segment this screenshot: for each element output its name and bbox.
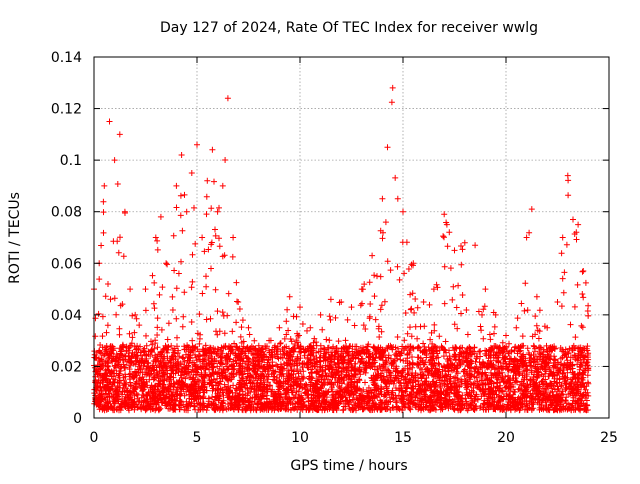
chart-title: Day 127 of 2024, Rate Of TEC Index for r… xyxy=(160,20,538,36)
y-tick-label: 0.08 xyxy=(51,205,82,221)
x-tick-label: 5 xyxy=(193,430,202,446)
x-tick-label: 15 xyxy=(394,430,412,446)
y-tick-label: 0.04 xyxy=(51,308,82,324)
x-tick-label: 20 xyxy=(497,430,515,446)
x-tick-label: 10 xyxy=(291,430,309,446)
x-tick-label: 25 xyxy=(600,430,618,446)
y-axis-label: ROTI / TECUs xyxy=(7,192,23,284)
grid xyxy=(94,57,609,418)
data-points xyxy=(91,84,592,414)
y-tick-label: 0.14 xyxy=(51,50,82,66)
plot-frame xyxy=(93,56,610,419)
y-tick-label: 0 xyxy=(73,411,82,427)
axis-ticks: 0 5 10 15 20 25 0 0.02 0.04 0.06 0.08 0.1 0.12 0.14 xyxy=(51,50,618,446)
x-axis-label: GPS time / hours xyxy=(290,458,407,474)
y-tick-label: 0.1 xyxy=(60,153,82,169)
y-tick-label: 0.06 xyxy=(51,256,82,272)
roti-point-cloud xyxy=(91,84,592,414)
y-tick-label: 0.12 xyxy=(51,102,82,118)
x-tick-label: 0 xyxy=(90,430,99,446)
y-tick-label: 0.02 xyxy=(51,359,82,375)
